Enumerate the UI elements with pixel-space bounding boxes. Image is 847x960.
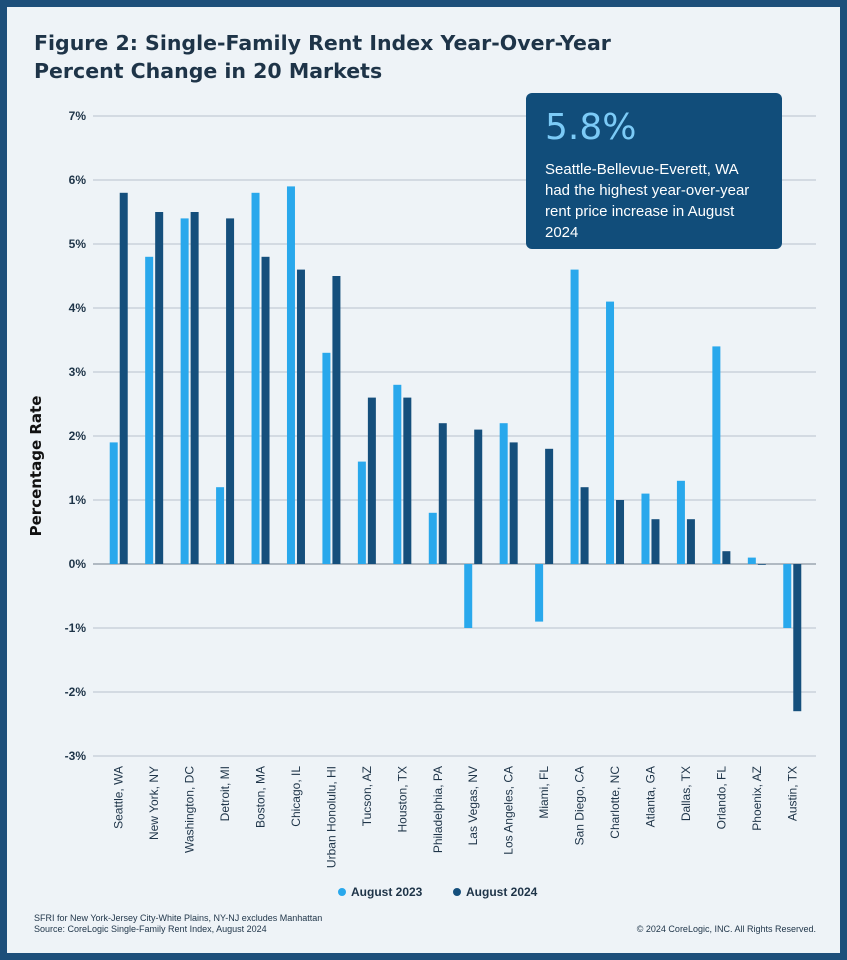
bar-aug2023-13: [570, 269, 579, 564]
bar-aug2024-11: [509, 442, 518, 564]
bar-aug2024-12: [545, 448, 554, 564]
y-axis-title: Percentage Rate: [27, 396, 45, 537]
x-tick-label: Las Vegas, NV: [466, 766, 480, 845]
x-tick-label: Atlanta, GA: [643, 766, 657, 827]
bar-aug2023-12: [535, 564, 544, 622]
bar-aug2024-13: [580, 487, 589, 564]
bar-aug2023-10: [464, 564, 473, 628]
callout-value: 5.8%: [545, 107, 637, 148]
bar-aug2023-9: [428, 512, 437, 564]
x-tick-label: Chicago, IL: [289, 766, 303, 827]
bar-aug2024-7: [367, 397, 376, 564]
legend-label-aug2024: August 2024: [466, 885, 538, 899]
bar-aug2023-7: [357, 461, 366, 564]
x-tick-label: Boston, MA: [254, 766, 268, 828]
bar-aug2024-1: [155, 212, 164, 564]
x-tick-label: San Diego, CA: [573, 766, 587, 845]
bar-aug2024-15: [651, 519, 660, 564]
y-tick-label: 5%: [69, 237, 87, 251]
x-tick-label: Orlando, FL: [714, 766, 728, 830]
x-tick-label: Miami, FL: [537, 766, 551, 819]
highlight-callout: 5.8% Seattle-Bellevue-Everett, WA had th…: [526, 93, 782, 249]
footnote-manhattan: SFRI for New York-Jersey City-White Plai…: [34, 913, 323, 923]
bar-aug2024-5: [296, 269, 305, 564]
footnote-source: Source: CoreLogic Single-Family Rent Ind…: [34, 924, 267, 934]
chart-title: Figure 2: Single-Family Rent Index Year-…: [34, 31, 611, 83]
bar-aug2024-2: [190, 212, 199, 564]
x-tick-label: Dallas, TX: [679, 766, 693, 821]
x-tick-label: Philadelphia, PA: [431, 766, 445, 853]
bar-aug2023-2: [180, 218, 189, 564]
bar-aug2024-0: [119, 192, 128, 565]
legend: August 2023 August 2024: [338, 885, 538, 899]
bar-aug2024-18: [757, 564, 766, 565]
bar-aug2024-19: [793, 564, 802, 712]
bar-aug2023-0: [109, 442, 118, 564]
x-tick-label: Los Angeles, CA: [502, 766, 516, 855]
bar-aug2023-5: [286, 186, 295, 564]
bar-aug2024-4: [261, 256, 270, 564]
legend-swatch-aug2023: [338, 888, 346, 896]
y-tick-label: 6%: [69, 173, 87, 187]
legend-swatch-aug2024: [453, 888, 461, 896]
y-tick-label: 4%: [69, 301, 87, 315]
x-tick-label: Phoenix, AZ: [750, 766, 764, 831]
y-tick-label: -1%: [65, 621, 87, 635]
y-tick-label: -2%: [65, 685, 87, 699]
bar-aug2023-14: [606, 301, 615, 564]
y-tick-label: 1%: [69, 493, 87, 507]
x-tick-label: Charlotte, NC: [608, 766, 622, 839]
bar-aug2023-6: [322, 352, 331, 564]
y-tick-label: 7%: [69, 109, 87, 123]
x-tick-label: Seattle, WA: [112, 766, 126, 829]
bar-aug2023-4: [251, 192, 260, 565]
x-tick-label: New York, NY: [147, 766, 161, 840]
x-tick-label: Tucson, AZ: [360, 766, 374, 826]
bar-aug2023-15: [641, 493, 650, 564]
y-tick-label: 2%: [69, 429, 87, 443]
x-tick-label: Detroit, MI: [218, 766, 232, 821]
legend-label-aug2023: August 2023: [351, 885, 423, 899]
bar-aug2023-11: [499, 423, 508, 564]
bar-aug2023-16: [676, 480, 685, 564]
y-tick-label: 3%: [69, 365, 87, 379]
callout-text: Seattle-Bellevue-Everett, WA had the hig…: [545, 161, 750, 241]
x-tick-label: Urban Honolulu, HI: [324, 766, 338, 868]
bar-aug2023-19: [783, 564, 792, 628]
bar-aug2023-1: [145, 256, 154, 564]
bar-aug2024-8: [403, 397, 412, 564]
bar-aug2024-6: [332, 276, 341, 564]
bar-aug2023-18: [747, 557, 756, 564]
x-tick-label: Houston, TX: [395, 766, 409, 832]
bar-aug2024-17: [722, 551, 731, 564]
bar-aug2024-9: [438, 423, 447, 564]
x-tick-label: Austin, TX: [785, 766, 799, 821]
bar-aug2024-16: [686, 519, 695, 564]
x-tick-label: Washington, DC: [183, 766, 197, 853]
bar-aug2023-3: [216, 487, 225, 564]
y-tick-label: 0%: [69, 557, 87, 571]
bar-aug2023-17: [712, 346, 721, 564]
bar-aug2024-14: [616, 500, 625, 564]
bar-aug2024-10: [474, 429, 483, 564]
bar-aug2024-3: [226, 218, 235, 564]
bar-aug2023-8: [393, 384, 402, 564]
y-tick-label: -3%: [65, 749, 87, 763]
copyright: © 2024 CoreLogic, INC. All Rights Reserv…: [636, 924, 816, 934]
